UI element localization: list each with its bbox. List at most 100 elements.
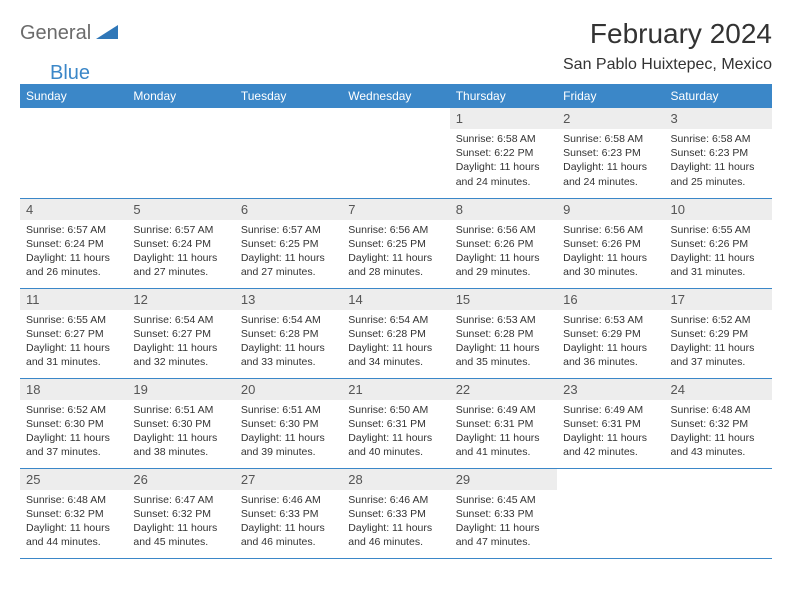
calendar-week-row: 4Sunrise: 6:57 AMSunset: 6:24 PMDaylight…	[20, 198, 772, 288]
daylight-line: Daylight: 11 hours and 44 minutes.	[26, 521, 121, 549]
sunrise-line: Sunrise: 6:49 AM	[563, 403, 658, 417]
daylight-line: Daylight: 11 hours and 42 minutes.	[563, 431, 658, 459]
daylight-line: Daylight: 11 hours and 31 minutes.	[26, 341, 121, 369]
sunset-line: Sunset: 6:30 PM	[133, 417, 228, 431]
day-number: 29	[450, 469, 557, 490]
calendar-table: SundayMondayTuesdayWednesdayThursdayFrid…	[20, 84, 772, 559]
daylight-line: Daylight: 11 hours and 46 minutes.	[241, 521, 336, 549]
sunrise-line: Sunrise: 6:47 AM	[133, 493, 228, 507]
day-data: Sunrise: 6:58 AMSunset: 6:23 PMDaylight:…	[665, 129, 772, 193]
calendar-day-cell: 7Sunrise: 6:56 AMSunset: 6:25 PMDaylight…	[342, 198, 449, 288]
sunset-line: Sunset: 6:26 PM	[456, 237, 551, 251]
day-data: Sunrise: 6:50 AMSunset: 6:31 PMDaylight:…	[342, 400, 449, 464]
sunrise-line: Sunrise: 6:51 AM	[241, 403, 336, 417]
sunrise-line: Sunrise: 6:56 AM	[563, 223, 658, 237]
daylight-line: Daylight: 11 hours and 43 minutes.	[671, 431, 766, 459]
day-data: Sunrise: 6:49 AMSunset: 6:31 PMDaylight:…	[557, 400, 664, 464]
calendar-day-cell: 17Sunrise: 6:52 AMSunset: 6:29 PMDayligh…	[665, 288, 772, 378]
calendar-day-cell: 3Sunrise: 6:58 AMSunset: 6:23 PMDaylight…	[665, 108, 772, 198]
day-number: 27	[235, 469, 342, 490]
calendar-day-cell: 9Sunrise: 6:56 AMSunset: 6:26 PMDaylight…	[557, 198, 664, 288]
day-number: 3	[665, 108, 772, 129]
weekday-header: Saturday	[665, 84, 772, 108]
day-data: Sunrise: 6:54 AMSunset: 6:28 PMDaylight:…	[342, 310, 449, 374]
calendar-day-cell: 8Sunrise: 6:56 AMSunset: 6:26 PMDaylight…	[450, 198, 557, 288]
header: General February 2024 San Pablo Huixtepe…	[20, 18, 772, 80]
day-data: Sunrise: 6:54 AMSunset: 6:28 PMDaylight:…	[235, 310, 342, 374]
day-data: Sunrise: 6:56 AMSunset: 6:26 PMDaylight:…	[557, 220, 664, 284]
sunset-line: Sunset: 6:31 PM	[563, 417, 658, 431]
logo-word-1: General	[20, 22, 91, 45]
daylight-line: Daylight: 11 hours and 34 minutes.	[348, 341, 443, 369]
sunrise-line: Sunrise: 6:51 AM	[133, 403, 228, 417]
daylight-line: Daylight: 11 hours and 29 minutes.	[456, 251, 551, 279]
daylight-line: Daylight: 11 hours and 31 minutes.	[671, 251, 766, 279]
day-data: Sunrise: 6:56 AMSunset: 6:25 PMDaylight:…	[342, 220, 449, 284]
calendar-day-cell: 29Sunrise: 6:45 AMSunset: 6:33 PMDayligh…	[450, 468, 557, 558]
sunrise-line: Sunrise: 6:52 AM	[671, 313, 766, 327]
calendar-week-row: 25Sunrise: 6:48 AMSunset: 6:32 PMDayligh…	[20, 468, 772, 558]
calendar-day-cell	[127, 108, 234, 198]
sunrise-line: Sunrise: 6:53 AM	[563, 313, 658, 327]
location: San Pablo Huixtepec, Mexico	[563, 56, 772, 74]
sunset-line: Sunset: 6:26 PM	[563, 237, 658, 251]
day-data: Sunrise: 6:57 AMSunset: 6:25 PMDaylight:…	[235, 220, 342, 284]
daylight-line: Daylight: 11 hours and 45 minutes.	[133, 521, 228, 549]
day-data: Sunrise: 6:53 AMSunset: 6:28 PMDaylight:…	[450, 310, 557, 374]
daylight-line: Daylight: 11 hours and 24 minutes.	[563, 160, 658, 188]
daylight-line: Daylight: 11 hours and 25 minutes.	[671, 160, 766, 188]
sunrise-line: Sunrise: 6:58 AM	[671, 132, 766, 146]
day-number: 24	[665, 379, 772, 400]
daylight-line: Daylight: 11 hours and 33 minutes.	[241, 341, 336, 369]
sunrise-line: Sunrise: 6:46 AM	[348, 493, 443, 507]
calendar-day-cell: 22Sunrise: 6:49 AMSunset: 6:31 PMDayligh…	[450, 378, 557, 468]
day-number: 7	[342, 199, 449, 220]
sunrise-line: Sunrise: 6:57 AM	[241, 223, 336, 237]
day-number: 11	[20, 289, 127, 310]
day-data: Sunrise: 6:51 AMSunset: 6:30 PMDaylight:…	[235, 400, 342, 464]
sunrise-line: Sunrise: 6:50 AM	[348, 403, 443, 417]
daylight-line: Daylight: 11 hours and 30 minutes.	[563, 251, 658, 279]
daylight-line: Daylight: 11 hours and 47 minutes.	[456, 521, 551, 549]
sunset-line: Sunset: 6:33 PM	[456, 507, 551, 521]
logo-word-2: Blue	[50, 62, 90, 84]
calendar-day-cell: 25Sunrise: 6:48 AMSunset: 6:32 PMDayligh…	[20, 468, 127, 558]
day-number: 18	[20, 379, 127, 400]
day-data: Sunrise: 6:47 AMSunset: 6:32 PMDaylight:…	[127, 490, 234, 554]
day-number: 10	[665, 199, 772, 220]
day-number: 9	[557, 199, 664, 220]
sunset-line: Sunset: 6:30 PM	[26, 417, 121, 431]
day-data: Sunrise: 6:55 AMSunset: 6:26 PMDaylight:…	[665, 220, 772, 284]
daylight-line: Daylight: 11 hours and 41 minutes.	[456, 431, 551, 459]
sunrise-line: Sunrise: 6:48 AM	[26, 493, 121, 507]
day-number: 14	[342, 289, 449, 310]
day-number: 2	[557, 108, 664, 129]
calendar-day-cell: 5Sunrise: 6:57 AMSunset: 6:24 PMDaylight…	[127, 198, 234, 288]
calendar-day-cell: 1Sunrise: 6:58 AMSunset: 6:22 PMDaylight…	[450, 108, 557, 198]
day-data: Sunrise: 6:49 AMSunset: 6:31 PMDaylight:…	[450, 400, 557, 464]
sunset-line: Sunset: 6:29 PM	[671, 327, 766, 341]
month-title: February 2024	[563, 18, 772, 50]
day-number: 21	[342, 379, 449, 400]
title-block: February 2024 San Pablo Huixtepec, Mexic…	[563, 18, 772, 80]
calendar-day-cell: 28Sunrise: 6:46 AMSunset: 6:33 PMDayligh…	[342, 468, 449, 558]
sunset-line: Sunset: 6:25 PM	[241, 237, 336, 251]
day-number: 17	[665, 289, 772, 310]
day-number: 15	[450, 289, 557, 310]
day-number: 19	[127, 379, 234, 400]
sunset-line: Sunset: 6:28 PM	[348, 327, 443, 341]
sunrise-line: Sunrise: 6:58 AM	[563, 132, 658, 146]
weekday-header: Wednesday	[342, 84, 449, 108]
calendar-day-cell	[665, 468, 772, 558]
sunrise-line: Sunrise: 6:53 AM	[456, 313, 551, 327]
day-number: 6	[235, 199, 342, 220]
calendar-day-cell	[20, 108, 127, 198]
sunset-line: Sunset: 6:28 PM	[241, 327, 336, 341]
day-data: Sunrise: 6:53 AMSunset: 6:29 PMDaylight:…	[557, 310, 664, 374]
day-number: 5	[127, 199, 234, 220]
sunset-line: Sunset: 6:33 PM	[241, 507, 336, 521]
calendar-day-cell: 26Sunrise: 6:47 AMSunset: 6:32 PMDayligh…	[127, 468, 234, 558]
calendar-day-cell: 4Sunrise: 6:57 AMSunset: 6:24 PMDaylight…	[20, 198, 127, 288]
calendar-day-cell: 19Sunrise: 6:51 AMSunset: 6:30 PMDayligh…	[127, 378, 234, 468]
sunset-line: Sunset: 6:23 PM	[563, 146, 658, 160]
